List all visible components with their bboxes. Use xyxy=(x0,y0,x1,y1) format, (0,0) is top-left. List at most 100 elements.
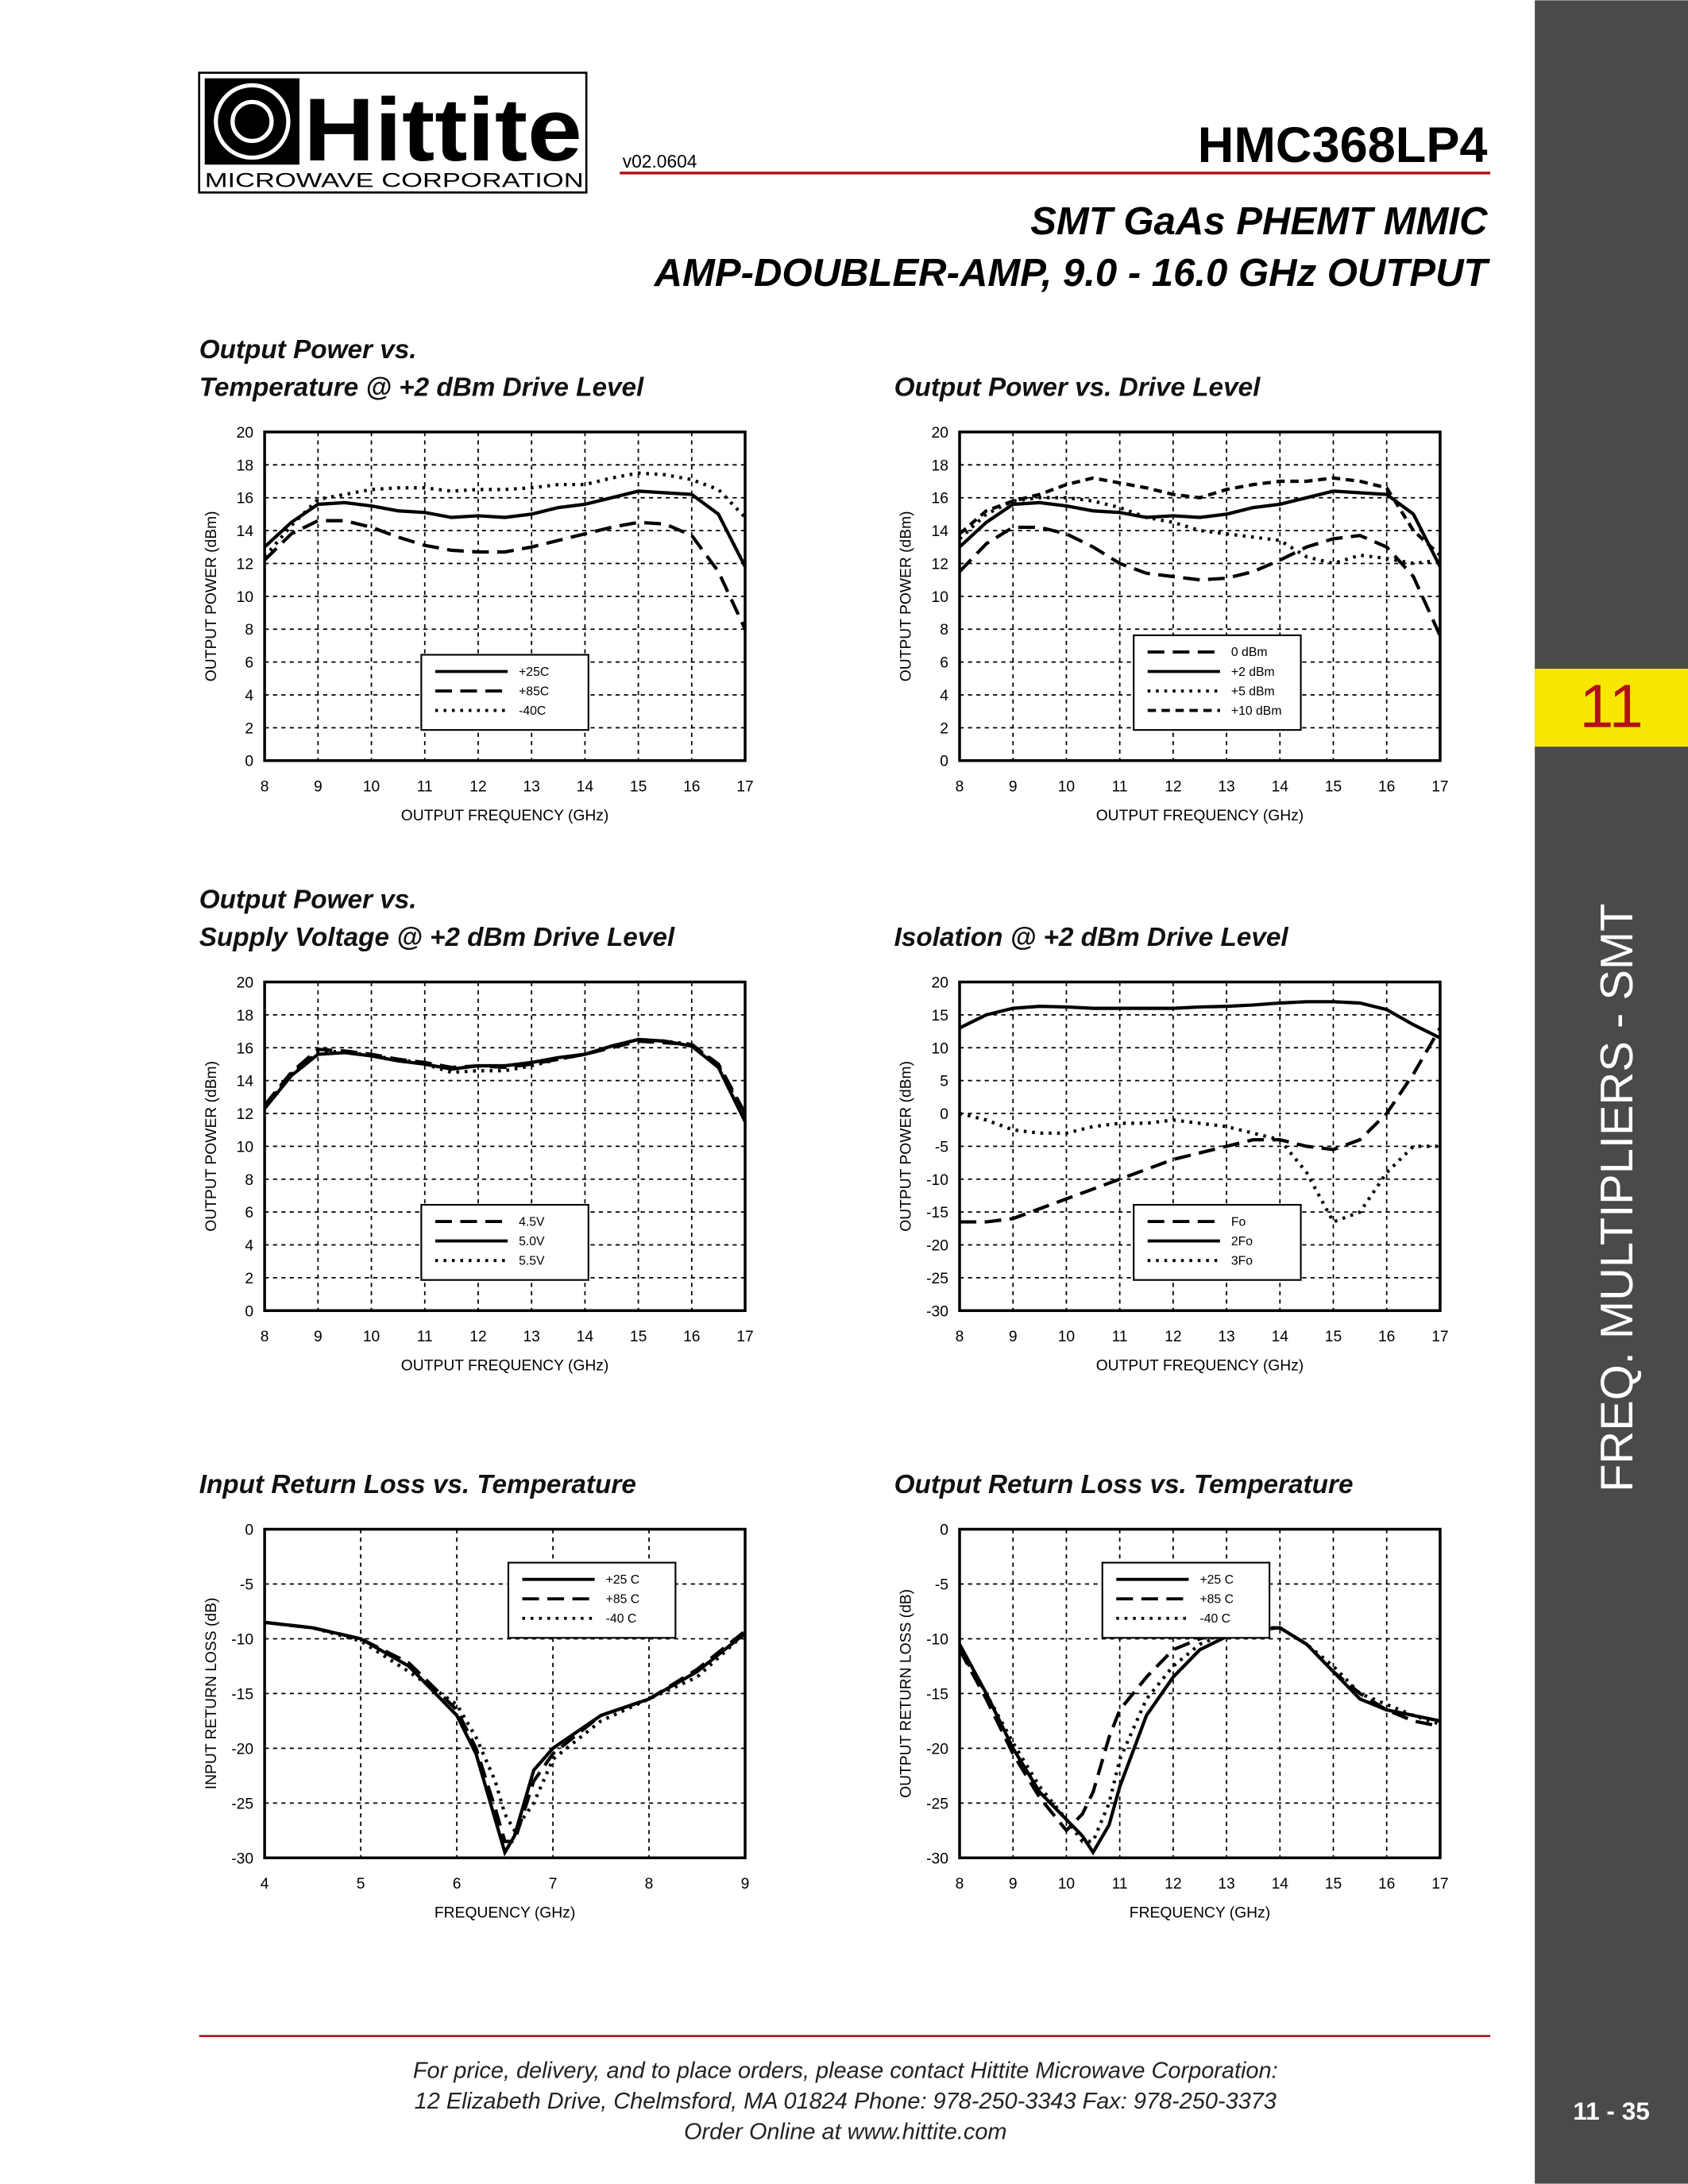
x-tick-label: 7 xyxy=(549,1876,558,1893)
logo-icon xyxy=(204,78,299,165)
y-tick-label: -20 xyxy=(231,1741,253,1758)
x-tick-label: 8 xyxy=(645,1876,654,1893)
x-tick-label: 9 xyxy=(314,1329,323,1345)
legend-label: +85 C xyxy=(606,1592,640,1606)
x-tick-label: 17 xyxy=(736,778,753,795)
x-tick-label: 15 xyxy=(1325,1876,1342,1893)
y-tick-label: 14 xyxy=(932,523,949,540)
y-tick-label: 0 xyxy=(245,754,253,770)
series-line xyxy=(959,1000,1441,1040)
x-tick-label: 14 xyxy=(1272,778,1289,795)
y-tick-label: -15 xyxy=(926,1205,948,1221)
logo-icon-ring xyxy=(230,99,274,144)
y-tick-label: 18 xyxy=(237,457,253,474)
x-tick-label: 16 xyxy=(683,778,700,795)
chart-title: Isolation @ +2 dBm Drive Level xyxy=(894,923,1289,952)
x-tick-label: 16 xyxy=(1378,778,1395,795)
x-tick-label: 14 xyxy=(577,1329,594,1345)
x-axis-label: OUTPUT FREQUENCY (GHz) xyxy=(401,808,609,824)
page-number: 11 - 35 xyxy=(1573,2097,1649,2125)
x-tick-label: 17 xyxy=(1431,1876,1448,1893)
legend-label: -40 C xyxy=(606,1612,637,1626)
y-tick-label: 2 xyxy=(245,1271,253,1287)
y-tick-label: -10 xyxy=(231,1631,253,1648)
x-tick-label: 6 xyxy=(453,1876,462,1893)
x-tick-label: 9 xyxy=(314,778,323,795)
footer-line: Order Online at www.hittite.com xyxy=(684,2119,1006,2144)
series-line xyxy=(263,489,747,568)
y-tick-label: 0 xyxy=(940,1106,948,1123)
chart-title: Output Power vs. xyxy=(199,886,417,915)
x-tick-label: 12 xyxy=(1165,778,1181,795)
series-line xyxy=(960,1027,1442,1224)
legend-label: +25 C xyxy=(606,1573,640,1587)
x-tick-label: 9 xyxy=(1009,778,1018,795)
legend-label: +10 dBm xyxy=(1231,704,1282,718)
y-tick-label: 16 xyxy=(932,491,948,507)
legend-label: 5.5V xyxy=(519,1254,545,1268)
legend-label: +85C xyxy=(519,685,549,698)
x-tick-label: 17 xyxy=(1431,1329,1448,1345)
y-tick-label: 20 xyxy=(237,975,253,992)
y-tick-label: -10 xyxy=(926,1631,948,1648)
x-tick-label: 10 xyxy=(363,1329,380,1345)
y-tick-label: 20 xyxy=(932,425,948,442)
sidebar xyxy=(1535,0,1688,2184)
y-tick-label: 20 xyxy=(932,975,948,992)
footer-line: For price, delivery, and to place orders… xyxy=(413,2058,1278,2083)
y-tick-label: -25 xyxy=(926,1271,948,1287)
x-tick-label: 5 xyxy=(357,1876,365,1893)
y-tick-label: 6 xyxy=(245,655,253,672)
chart-title: Output Power vs. xyxy=(199,335,417,365)
x-tick-label: 11 xyxy=(1112,778,1128,795)
x-tick-label: 8 xyxy=(956,1329,964,1345)
section-tab xyxy=(1535,668,1688,747)
logo-icon-ring xyxy=(214,83,291,160)
x-tick-label: 11 xyxy=(1112,1329,1128,1345)
x-tick-label: 12 xyxy=(469,1329,486,1345)
legend-label: 4.5V xyxy=(519,1215,545,1229)
series-line xyxy=(264,1620,747,1843)
y-tick-label: 6 xyxy=(245,1205,253,1221)
plot-frame xyxy=(958,430,1442,762)
y-tick-label: 10 xyxy=(932,1040,948,1057)
y-tick-label: -25 xyxy=(926,1796,948,1812)
x-tick-label: 9 xyxy=(1009,1329,1018,1345)
series-line xyxy=(958,476,1442,557)
y-axis-label: OUTPUT POWER (dBm) xyxy=(898,1061,915,1232)
y-tick-label: 16 xyxy=(237,1040,253,1057)
legend-label: -40C xyxy=(519,704,546,718)
x-axis-label: OUTPUT FREQUENCY (GHz) xyxy=(401,1358,609,1375)
x-tick-label: 17 xyxy=(736,1329,753,1345)
plot-frame xyxy=(958,980,1442,1313)
x-tick-label: 13 xyxy=(523,778,539,795)
series-line xyxy=(264,1620,747,1834)
legend-label: 5.0V xyxy=(519,1235,545,1248)
series-line xyxy=(958,525,1442,637)
series-line xyxy=(264,1620,747,1857)
y-tick-label: -30 xyxy=(231,1850,253,1867)
x-tick-label: 15 xyxy=(1325,1329,1342,1345)
series-line xyxy=(958,1626,1441,1843)
x-tick-label: 15 xyxy=(630,1329,647,1345)
y-tick-label: 8 xyxy=(245,1172,253,1189)
series-line xyxy=(263,1037,747,1118)
x-tick-label: 16 xyxy=(1378,1876,1395,1893)
series-line xyxy=(958,489,1442,568)
legend-label: +5 dBm xyxy=(1231,685,1275,698)
legend-label: Fo xyxy=(1231,1215,1246,1229)
y-tick-label: -20 xyxy=(926,1238,948,1255)
x-tick-label: 14 xyxy=(1272,1876,1289,1893)
subtitle: SMT GaAs PHEMT MMIC xyxy=(1030,200,1489,243)
x-axis-label: OUTPUT FREQUENCY (GHz) xyxy=(1096,1358,1304,1375)
y-tick-label: 10 xyxy=(237,1139,253,1156)
y-tick-label: 12 xyxy=(932,556,948,573)
y-tick-label: 0 xyxy=(245,1303,253,1320)
x-tick-label: 8 xyxy=(261,778,269,795)
x-tick-label: 10 xyxy=(1058,1329,1075,1345)
legend-label: 0 dBm xyxy=(1231,646,1268,659)
y-tick-label: 16 xyxy=(237,491,253,507)
plot-frame xyxy=(263,980,747,1313)
y-tick-label: 6 xyxy=(940,655,948,672)
